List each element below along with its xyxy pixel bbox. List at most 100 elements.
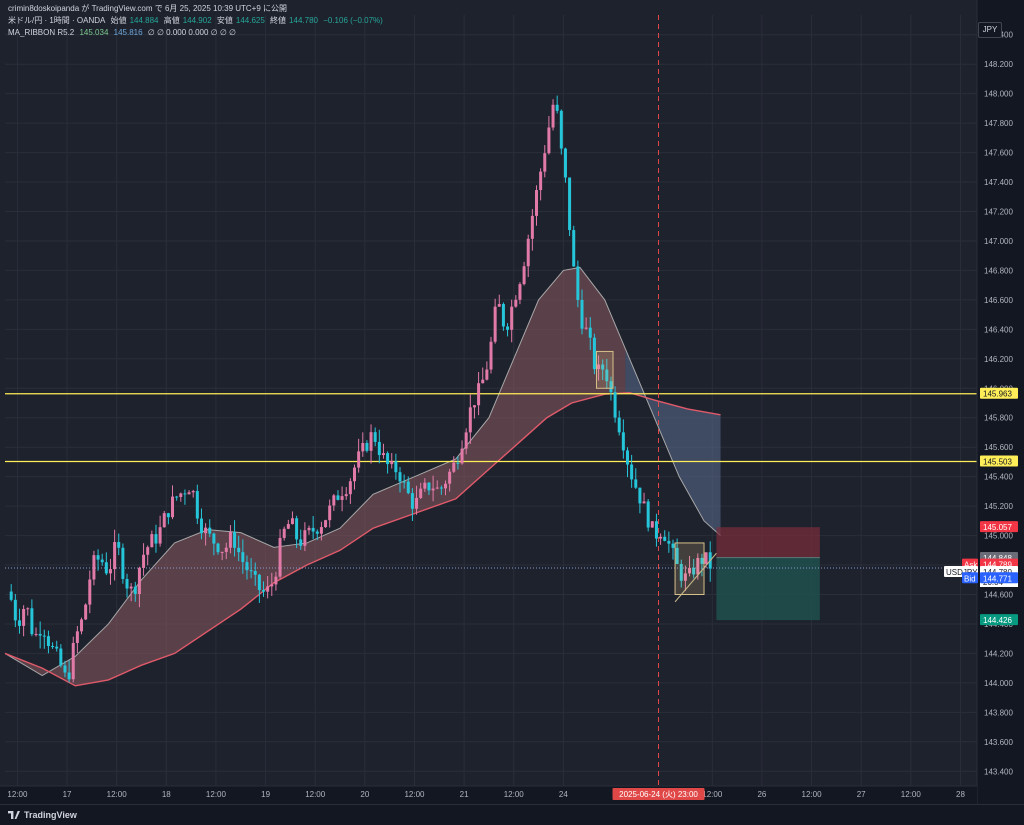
candle-body — [270, 584, 274, 587]
price-axis-tick-label: 143.600 — [984, 738, 1013, 747]
time-axis-tick-label: 12:00 — [504, 790, 525, 799]
candle-body — [249, 570, 253, 572]
price-axis-tick-label: 145.400 — [984, 473, 1013, 482]
candle-body — [183, 493, 187, 495]
candle-body — [568, 177, 572, 231]
price-label-level: 145.963 — [983, 390, 1012, 399]
candle-body — [522, 266, 526, 285]
candle-body — [357, 451, 361, 468]
candle-body — [510, 306, 514, 330]
candle-body — [448, 471, 452, 484]
candle-body — [253, 571, 257, 575]
price-label-bg — [980, 521, 1018, 533]
candle-body — [597, 364, 601, 370]
price-label-level: 145.503 — [983, 457, 1012, 466]
candle-body — [576, 266, 580, 300]
candle-body — [381, 453, 385, 456]
candle-body — [481, 379, 485, 384]
candle-body — [245, 562, 249, 571]
highlight-box — [595, 350, 614, 389]
candle-body — [406, 481, 410, 494]
price-label-stop: 145.057 — [983, 523, 1012, 532]
indicator-name: MA_RIBBON R5.2 — [8, 28, 75, 37]
time-axis-tick-label: 12:00 — [107, 790, 128, 799]
symbol-name: 米ドル/円 · 1時間 · OANDA — [8, 16, 106, 25]
candle-body — [373, 432, 377, 442]
candle-body — [154, 534, 158, 544]
candle-body — [340, 496, 344, 500]
candle-body — [477, 383, 481, 406]
candle-body — [75, 631, 79, 643]
candle-body — [638, 487, 642, 504]
candle-body — [518, 284, 522, 300]
candle-body — [92, 555, 96, 580]
price-chart[interactable]: 148.400148.200148.000147.800147.600147.4… — [0, 0, 1024, 804]
candle-body — [539, 171, 543, 191]
candle-body — [617, 417, 621, 433]
position-target-zone — [716, 557, 820, 621]
time-axis-tick-label: 12:00 — [901, 790, 922, 799]
candle-body — [204, 527, 208, 534]
candle-body — [506, 326, 510, 330]
symbol-ohlc: 米ドル/円 · 1時間 · OANDA 始値 144.884 高値 144.902 … — [8, 16, 383, 25]
currency-badge[interactable]: JPY — [978, 22, 1002, 38]
time-axis-tick-label: 12:00 — [206, 790, 227, 799]
candle-body — [650, 521, 654, 528]
price-axis-tick-label: 147.200 — [984, 208, 1013, 217]
price-label-bg — [980, 455, 1018, 467]
candle-body — [278, 537, 282, 577]
price-axis-tick-label: 147.600 — [984, 149, 1013, 158]
candle-body — [435, 487, 439, 489]
indicator-rest: ∅ ∅ 0.000 0.000 ∅ ∅ ∅ — [147, 28, 237, 37]
ma-ribbon-fill-bearish — [625, 348, 721, 536]
candle-body — [353, 467, 357, 482]
candle-body — [117, 542, 121, 548]
candle-body — [295, 518, 299, 540]
candle-body — [34, 633, 38, 635]
candle-body — [63, 665, 67, 673]
plot-area — [5, 15, 977, 791]
candle-body — [187, 492, 191, 495]
candle-body — [344, 494, 348, 497]
candle-body — [704, 552, 708, 564]
candle-body — [84, 604, 88, 620]
candle-body — [667, 540, 671, 544]
candle-body — [572, 230, 576, 267]
time-axis-tick-label: 27 — [857, 790, 866, 799]
price-axis-tick-label: 147.400 — [984, 178, 1013, 187]
candle-body — [584, 327, 588, 329]
price-axis-tick-label: 147.000 — [984, 237, 1013, 246]
price-axis-tick-label: 148.200 — [984, 60, 1013, 69]
candle-body — [419, 488, 423, 498]
indicator-legend[interactable]: MA_RIBBON R5.2 145.034 145.816 ∅ ∅ 0.000… — [8, 28, 239, 38]
candle-body — [646, 501, 650, 528]
candle-body — [402, 481, 406, 483]
candle-body — [394, 461, 398, 473]
candle-body — [233, 532, 237, 548]
price-axis-tick-label: 147.800 — [984, 119, 1013, 128]
candle-body — [191, 491, 195, 493]
candle-body — [121, 547, 125, 579]
candle-body — [543, 153, 547, 172]
price-axis-tick-label: 144.200 — [984, 649, 1013, 658]
candle-body — [410, 493, 414, 509]
candle-body — [439, 487, 443, 489]
close-value: 144.780 — [289, 16, 318, 25]
candle-body — [162, 513, 166, 528]
candle-body — [377, 441, 381, 456]
candle-body — [444, 483, 448, 489]
price-axis-tick-label: 145.600 — [984, 443, 1013, 452]
candle-body — [642, 501, 646, 504]
candle-body — [688, 567, 692, 574]
price-axis-tick-label: 144.000 — [984, 679, 1013, 688]
price-axis-tick-label: 144.600 — [984, 591, 1013, 600]
candle-body — [526, 238, 530, 267]
candle-body — [555, 104, 559, 111]
candle-body — [299, 539, 303, 546]
tradingview-brand[interactable]: TradingView — [8, 810, 77, 820]
time-axis-tick-label: 19 — [261, 790, 270, 799]
price-axis-tick-label: 148.000 — [984, 90, 1013, 99]
candle-body — [621, 432, 625, 451]
candle-body — [311, 527, 315, 532]
price-label-prefix: Ask — [964, 561, 978, 570]
